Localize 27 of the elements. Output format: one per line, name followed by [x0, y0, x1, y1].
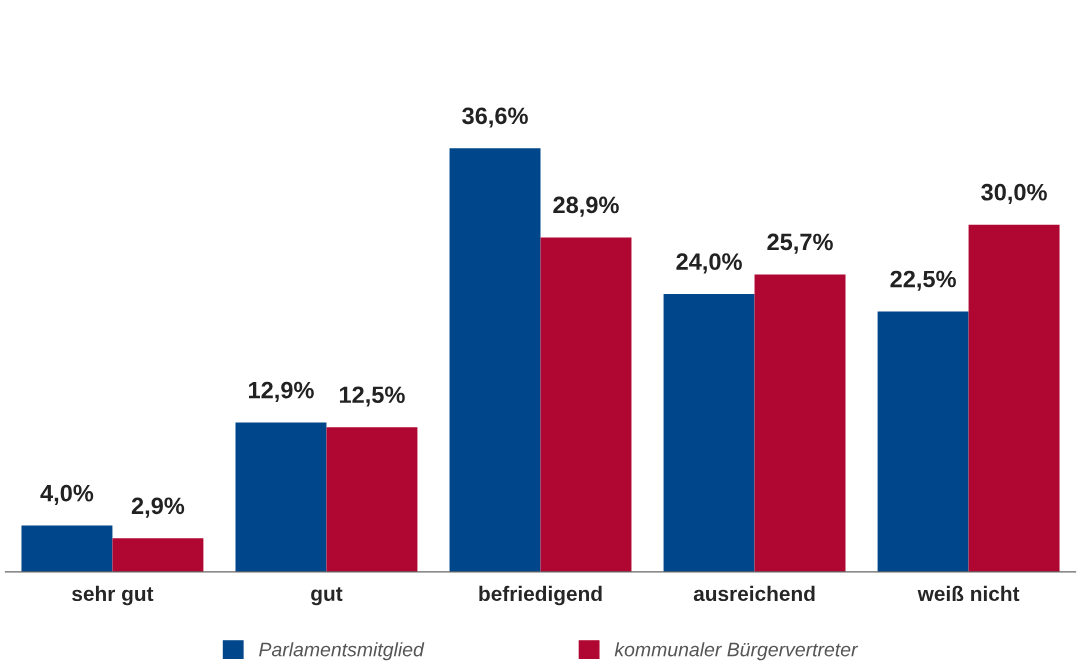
- data-label: 12,5%: [339, 386, 405, 407]
- x-tick-label: befriedigend: [479, 585, 602, 606]
- data-label: 12,9%: [248, 381, 314, 402]
- data-label: 36,6%: [462, 107, 528, 128]
- data-label: 22,5%: [890, 270, 956, 291]
- bar: [877, 311, 969, 572]
- bar: [21, 525, 113, 572]
- x-tick-label: gut: [311, 587, 343, 606]
- bar: [754, 274, 846, 572]
- legend-label: Parlamentsmitglied: [259, 642, 425, 661]
- x-tick-label: ausreichend: [693, 585, 815, 602]
- bar: [968, 224, 1060, 572]
- data-label: 25,7%: [767, 233, 833, 254]
- bar: [663, 294, 755, 572]
- data-label: 30,0%: [981, 183, 1047, 204]
- bar: [449, 148, 541, 572]
- data-label: 2,9%: [131, 497, 185, 518]
- data-label: 24,0%: [676, 253, 742, 274]
- legend-label: kommunaler Bürgervertreter: [614, 642, 859, 661]
- data-label: 28,9%: [553, 196, 619, 217]
- x-tick-label: weiß nicht: [917, 585, 1020, 602]
- bar: [326, 427, 418, 572]
- bar: [540, 237, 632, 572]
- bar: [112, 538, 204, 572]
- bar: [235, 422, 327, 572]
- data-label: 4,0%: [40, 484, 94, 505]
- x-tick-label: sehr gut: [72, 585, 154, 606]
